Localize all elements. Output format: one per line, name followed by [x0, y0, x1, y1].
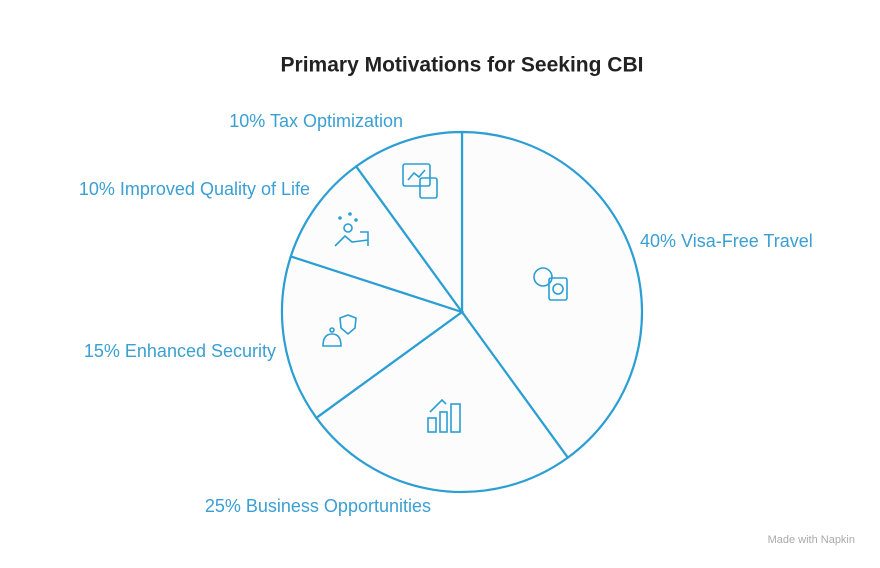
pie-slice	[289, 164, 465, 315]
slice-label: 15% Enhanced Security	[84, 341, 276, 361]
slice-label: 10% Improved Quality of Life	[79, 179, 310, 199]
category-label: Improved Quality of Life	[120, 179, 310, 199]
pie	[280, 130, 644, 494]
slice-label: 40% Visa-Free Travel	[640, 231, 813, 251]
slice-label: 25% Business Opportunities	[205, 496, 431, 516]
category-label: Business Opportunities	[246, 496, 431, 516]
visa-icon	[533, 267, 568, 301]
icons	[322, 163, 568, 433]
category-label: Visa-Free Travel	[681, 231, 813, 251]
value-label: 10%	[229, 111, 265, 131]
category-label: Enhanced Security	[125, 341, 276, 361]
watermark: Made with Napkin	[768, 534, 855, 546]
value-label: 10%	[79, 179, 115, 199]
value-label: 25%	[205, 496, 241, 516]
category-label: Tax Optimization	[270, 111, 403, 131]
business-icon	[427, 398, 461, 433]
value-label: 15%	[84, 341, 120, 361]
tax-icon	[402, 163, 438, 199]
pie-slice	[314, 310, 570, 494]
pie-slice	[460, 130, 644, 460]
pie-slice	[354, 130, 464, 316]
security-icon	[322, 314, 357, 347]
value-label: 40%	[640, 231, 676, 251]
pie-slice	[280, 254, 465, 420]
chart-title: Primary Motivations for Seeking CBI	[281, 54, 644, 77]
slice-label: 10% Tax Optimization	[229, 111, 403, 131]
life-icon	[334, 212, 369, 247]
